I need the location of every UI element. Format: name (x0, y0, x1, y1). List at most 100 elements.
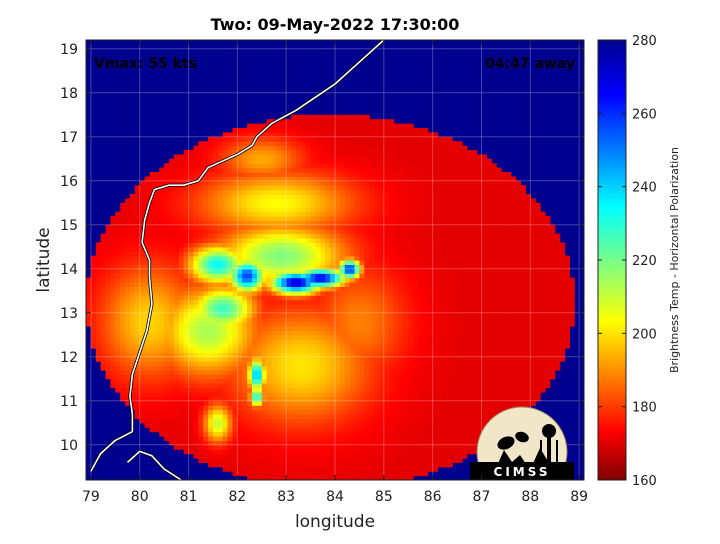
heat-cell (242, 180, 248, 186)
heat-cell (354, 449, 361, 455)
heat-cell (149, 330, 155, 336)
heat-cell (95, 352, 102, 358)
heat-cell (178, 268, 185, 274)
heat-cell (335, 321, 341, 327)
heat-cell (247, 475, 253, 480)
heat-cell (364, 136, 370, 142)
heat-cell (232, 400, 238, 406)
heat-cell (378, 392, 385, 397)
heat-cell (134, 299, 141, 305)
heat-cell (266, 378, 273, 384)
heat-cell (286, 141, 292, 147)
heat-cell (374, 158, 380, 164)
heat-cell (354, 233, 361, 239)
heat-cell (95, 242, 102, 248)
heat-cell (281, 202, 287, 208)
heat-cell (217, 282, 224, 287)
heat-cell (359, 180, 365, 186)
heat-cell (286, 387, 292, 393)
heat-cell (393, 365, 400, 371)
heat-cell (418, 383, 424, 389)
heat-cell (291, 180, 297, 186)
heat-cell (295, 365, 302, 371)
heat-cell (359, 273, 365, 279)
heat-cell (349, 119, 356, 125)
heat-cell (169, 352, 175, 358)
heat-cell (237, 273, 243, 279)
heat-cell (261, 392, 268, 397)
heat-cell (374, 361, 380, 367)
heat-cell (183, 242, 190, 248)
heat-cell (300, 150, 307, 155)
heat-cell (398, 299, 404, 305)
heat-cell (203, 260, 209, 265)
heat-cell (300, 198, 307, 204)
heat-cell (247, 154, 253, 160)
heat-cell (252, 220, 258, 226)
heat-cell (256, 216, 263, 221)
heat-cell (183, 304, 190, 309)
heat-cell (237, 343, 243, 349)
heat-cell (164, 387, 170, 393)
heat-cell (281, 268, 287, 274)
heat-cell (159, 255, 165, 261)
heat-cell (408, 238, 414, 243)
heat-cell (383, 246, 390, 252)
heat-cell (149, 268, 155, 274)
heat-cell (305, 405, 312, 411)
heat-cell (154, 264, 160, 270)
heat-cell (222, 242, 229, 248)
heat-cell (134, 264, 141, 270)
heat-cell (349, 383, 356, 389)
heat-cell (208, 242, 214, 248)
heat-cell (413, 220, 419, 226)
heat-cell (325, 436, 331, 441)
heat-cell (154, 312, 160, 318)
heat-cell (144, 189, 151, 195)
heat-cell (388, 440, 395, 446)
heat-cell (95, 255, 102, 261)
heat-cell (388, 229, 395, 235)
heat-cell (237, 176, 243, 182)
heat-cell (159, 286, 165, 292)
heat-cell (408, 172, 414, 177)
heat-cell (120, 308, 126, 314)
heat-cell (349, 378, 356, 384)
heat-cell (305, 436, 312, 441)
heat-cell (388, 339, 395, 345)
heat-cell (261, 334, 268, 340)
heat-cell (169, 409, 175, 415)
heat-cell (247, 220, 253, 226)
heat-cell (252, 405, 258, 411)
heat-cell (222, 383, 229, 389)
heat-cell (208, 264, 214, 270)
heat-cell (144, 387, 151, 393)
heat-cell (173, 414, 180, 419)
heat-cell (383, 150, 390, 155)
heat-cell (110, 224, 116, 230)
heat-cell (110, 339, 116, 345)
heat-cell (227, 370, 234, 375)
heat-cell (330, 114, 336, 120)
heat-cell (212, 365, 219, 371)
heat-cell (408, 356, 414, 362)
heat-cell (378, 273, 385, 279)
heat-cell (408, 273, 414, 279)
heat-cell (388, 260, 395, 265)
heat-cell (193, 185, 199, 191)
heat-cell (388, 414, 395, 419)
heat-cell (398, 260, 404, 265)
heat-cell (159, 167, 165, 173)
heat-cell (217, 145, 224, 151)
heat-cell (90, 255, 97, 261)
heat-cell (403, 290, 409, 296)
heat-cell (242, 154, 248, 160)
heat-cell (369, 304, 375, 309)
heat-cell (188, 436, 195, 441)
heat-cell (159, 356, 165, 362)
heat-cell (403, 427, 409, 433)
heat-cell (252, 198, 258, 204)
heat-cell (422, 273, 429, 279)
heat-cell (403, 466, 409, 472)
heat-cell (369, 207, 375, 213)
